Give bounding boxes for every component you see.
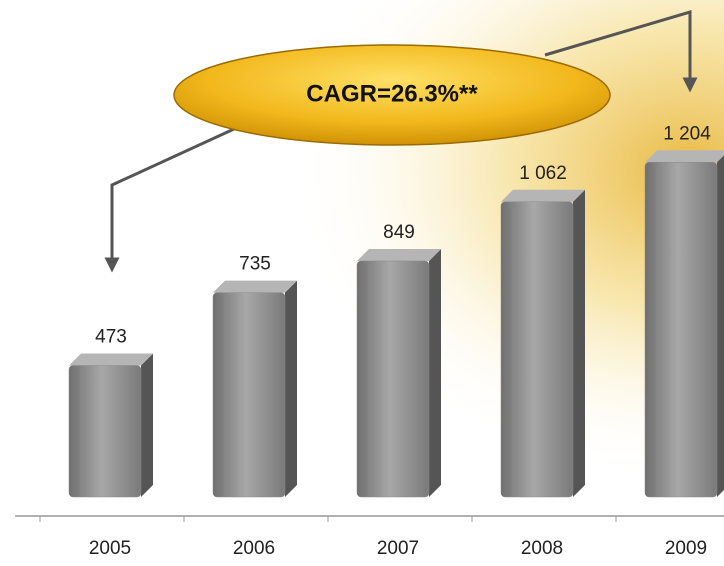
value-label: 1 062	[519, 163, 567, 184]
bar	[645, 162, 717, 497]
bar-side	[285, 281, 297, 497]
bar-side	[141, 354, 153, 497]
bar-side	[573, 190, 585, 497]
bar	[501, 202, 573, 497]
x-tick-label: 2006	[233, 538, 275, 559]
value-label: 849	[383, 222, 415, 243]
bar-top	[357, 249, 441, 261]
bar	[69, 366, 141, 497]
bar-top	[645, 150, 724, 162]
page: {"chart_data": {"type": "bar", "annotati…	[0, 0, 724, 566]
value-label: 735	[239, 254, 271, 275]
x-tick-label: 2007	[377, 538, 419, 559]
x-tick-label: 2009	[665, 538, 707, 559]
value-label: 473	[95, 327, 127, 348]
chart: CAGR=26.3%** 2005 473 2006 735 2007 849 2008 1 …	[0, 0, 724, 566]
value-label: 1 204	[663, 123, 711, 144]
bar-top	[213, 281, 297, 293]
bar-top	[501, 190, 585, 202]
annotation: CAGR=26.3%**	[306, 80, 478, 107]
bar	[213, 293, 285, 497]
bar-top	[69, 354, 153, 366]
x-tick-label: 2005	[89, 538, 131, 559]
x-tick-label: 2008	[521, 538, 563, 559]
bar-side	[717, 150, 724, 497]
bar	[357, 261, 429, 497]
bar-side	[429, 249, 441, 497]
